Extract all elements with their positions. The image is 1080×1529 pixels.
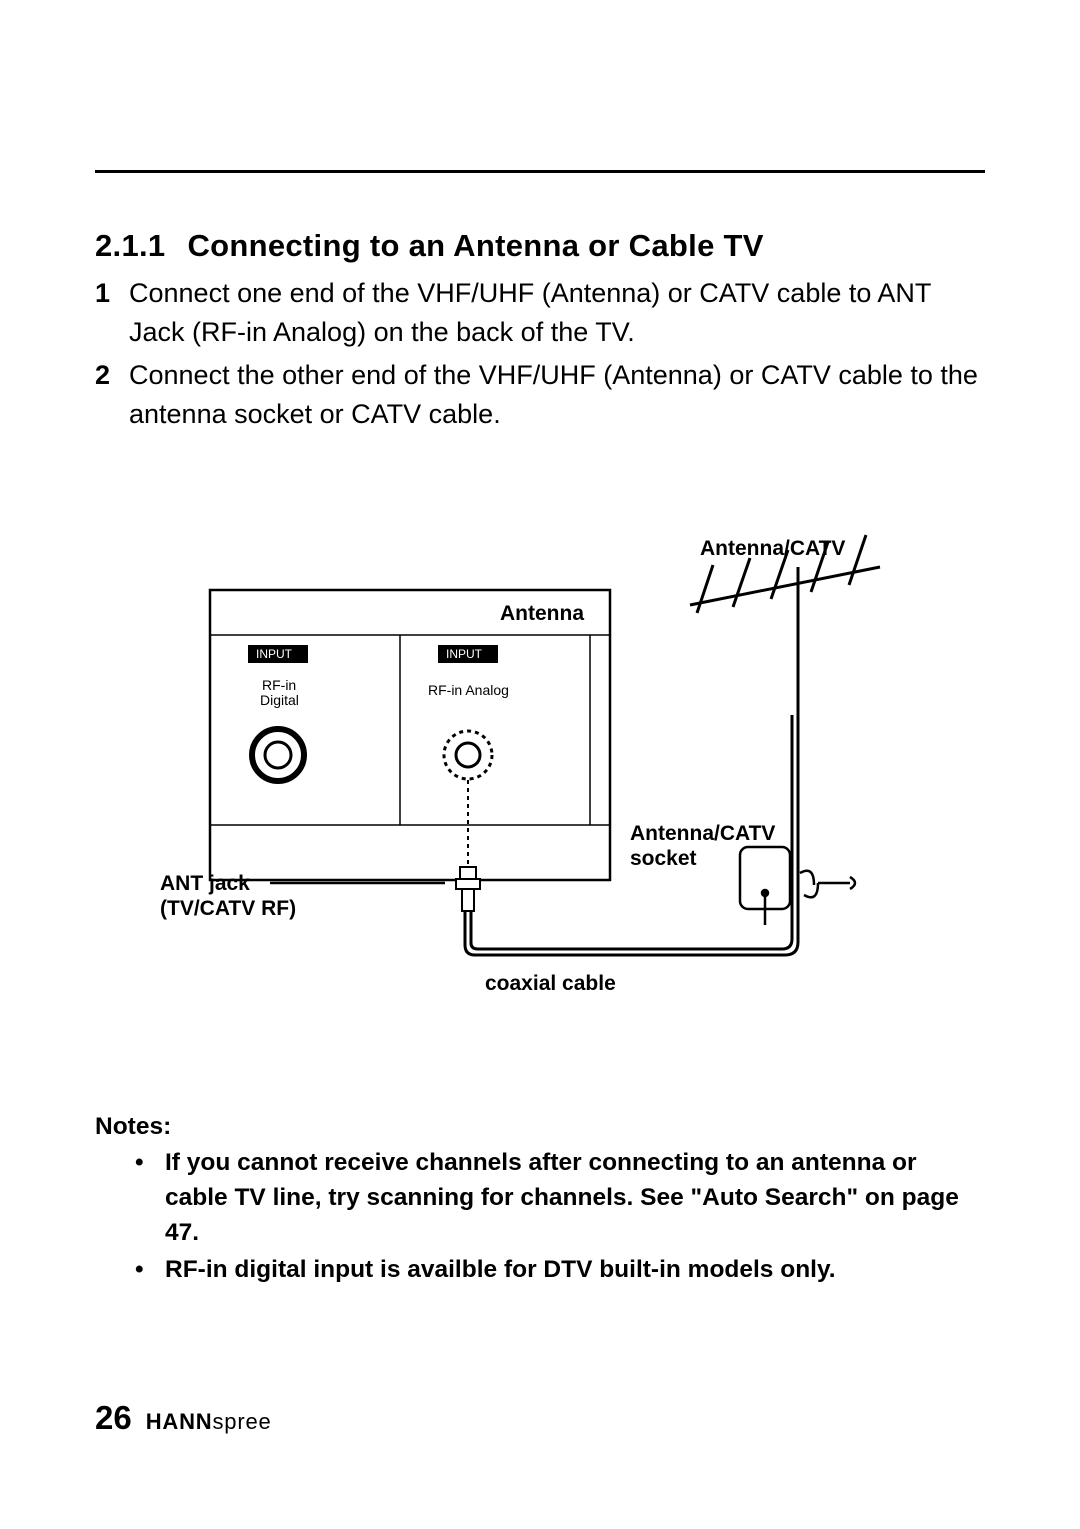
- ant-jack-label-l2: (TV/CATV RF): [160, 897, 296, 920]
- section-title: Connecting to an Antenna or Cable TV: [187, 228, 763, 263]
- port2-badge: INPUT: [446, 647, 483, 661]
- step-1-number: 1: [95, 274, 129, 352]
- port1-label-l2: Digital: [260, 692, 299, 708]
- port2-label: RF-in Analog: [428, 682, 509, 698]
- notes-label: Notes:: [95, 1110, 985, 1145]
- step-list: 1 Connect one end of the VHF/UHF (Antenn…: [95, 274, 985, 435]
- port1-badge: INPUT: [256, 647, 293, 661]
- note-1: If you cannot receive channels after con…: [165, 1146, 985, 1250]
- connection-diagram: Antenna/CATV Antenna: [95, 495, 985, 1055]
- port-rf-in-analog: INPUT RF-in Analog: [428, 645, 509, 779]
- step-1-text: Connect one end of the VHF/UHF (Antenna)…: [129, 274, 985, 352]
- step-2-number: 2: [95, 356, 129, 434]
- brand-name: HANNspree: [146, 1409, 272, 1435]
- diagram-svg: Antenna/CATV Antenna: [150, 495, 930, 1055]
- horizontal-rule: [95, 170, 985, 173]
- coax-plug-tv: [456, 867, 480, 911]
- notes-block: Notes: If you cannot receive channels af…: [95, 1110, 985, 1288]
- coaxial-cable-label: coaxial cable: [485, 972, 616, 995]
- antenna-icon: [690, 535, 880, 715]
- tv-back-panel: Antenna: [210, 590, 610, 880]
- socket-label-l1: Antenna/CATV: [630, 822, 775, 845]
- port1-label-l1: RF-in: [262, 677, 296, 693]
- section-heading: 2.1.1 Connecting to an Antenna or Cable T…: [95, 228, 985, 264]
- note-2: RF-in digital input is availble for DTV …: [165, 1253, 985, 1288]
- ant-jack-label-l1: ANT jack: [160, 872, 250, 895]
- step-2-text: Connect the other end of the VHF/UHF (An…: [129, 356, 985, 434]
- section-number: 2.1.1: [95, 228, 165, 263]
- step-2: 2 Connect the other end of the VHF/UHF (…: [95, 356, 985, 434]
- brand-light: spree: [212, 1409, 271, 1434]
- brand-bold: HANN: [146, 1409, 213, 1434]
- notes-list: If you cannot receive channels after con…: [95, 1146, 985, 1287]
- page-number: 26: [95, 1399, 132, 1437]
- port-rf-in-digital: INPUT RF-in Digital: [248, 645, 308, 781]
- step-1: 1 Connect one end of the VHF/UHF (Antenn…: [95, 274, 985, 352]
- socket-label-l2: socket: [630, 847, 697, 870]
- coax-plug-wall: [800, 870, 855, 897]
- page-footer: 26 HANNspree: [95, 1399, 272, 1437]
- wall-socket-icon: [740, 847, 790, 925]
- panel-header-label: Antenna: [500, 602, 584, 625]
